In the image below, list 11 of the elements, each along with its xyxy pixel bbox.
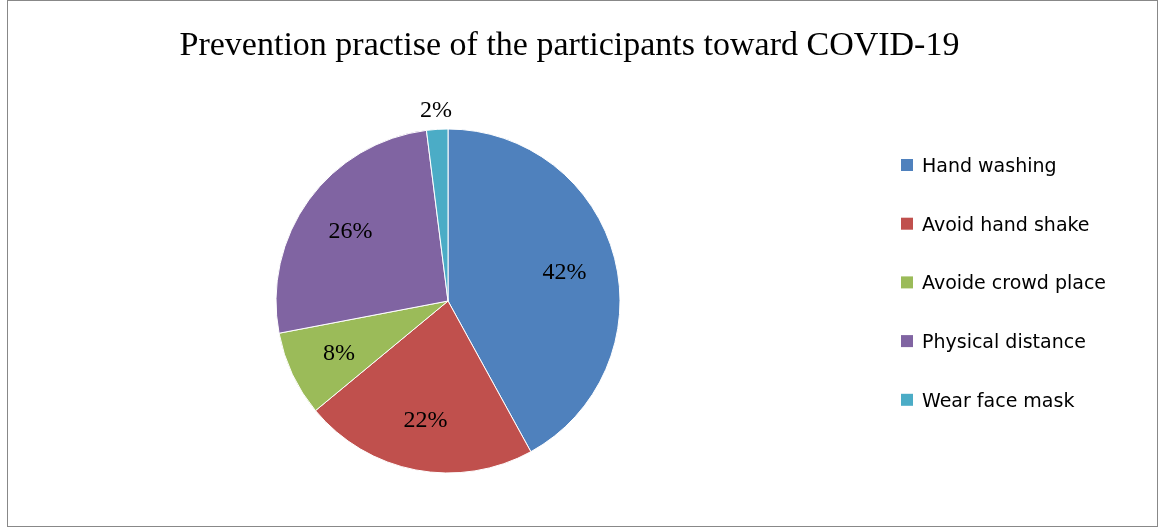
data-label: 42%	[542, 258, 587, 285]
legend-label: Wear face mask	[922, 388, 1075, 411]
data-label: 2%	[419, 96, 452, 123]
legend-label: Physical distance	[922, 330, 1086, 353]
data-label: 26%	[328, 217, 373, 244]
data-label: 8%	[323, 339, 356, 366]
legend-label: Avoid hand shake	[922, 212, 1090, 235]
chart-title: Prevention practise of the participants toward COVID-19	[179, 25, 960, 62]
legend-label: Avoide crowd place	[922, 271, 1107, 294]
data-label: 22%	[403, 406, 448, 433]
legend-label: Hand washing	[922, 154, 1057, 176]
